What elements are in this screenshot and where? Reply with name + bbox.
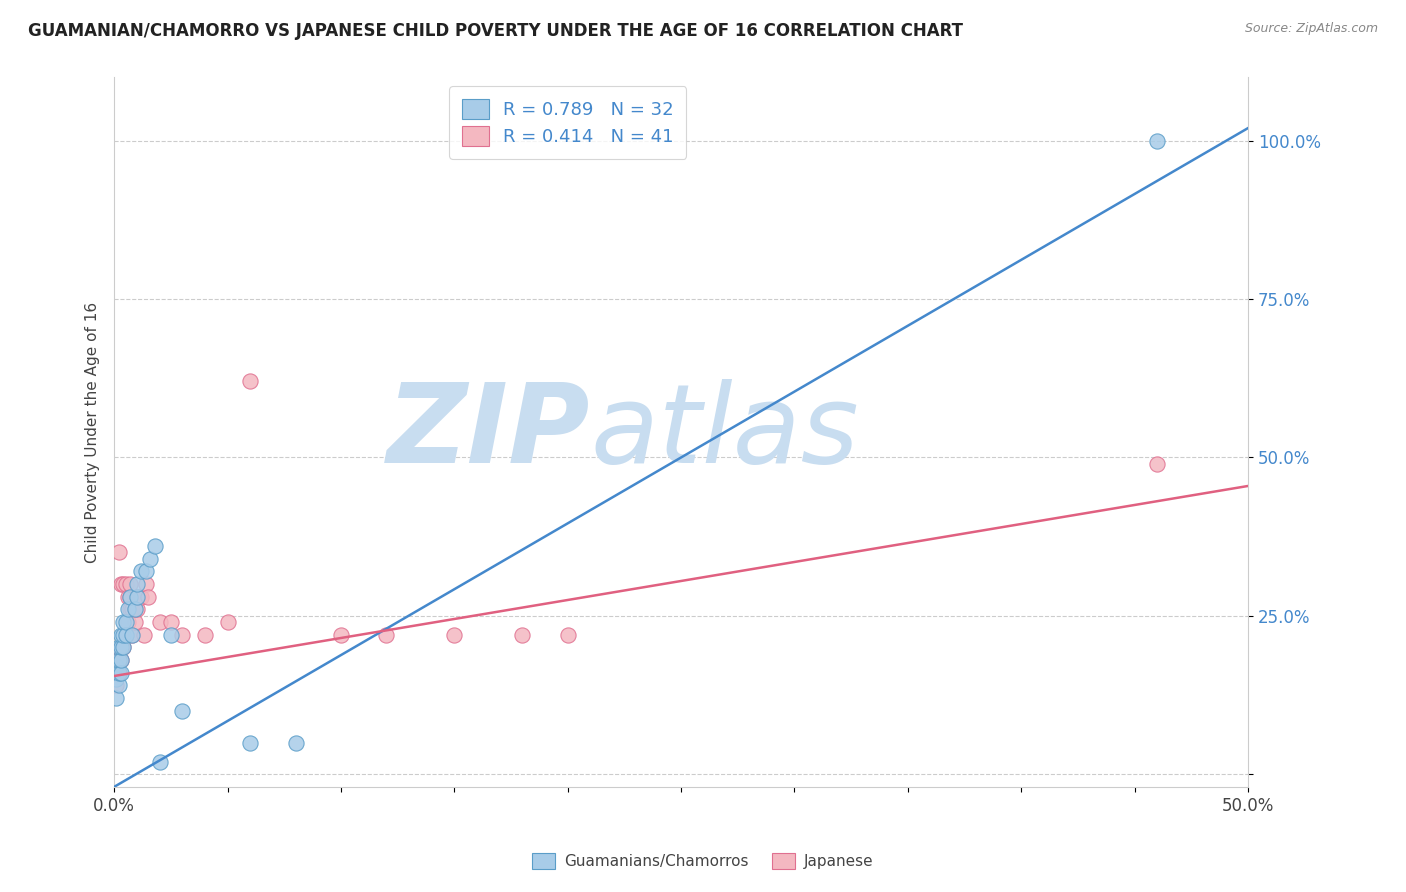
Legend: R = 0.789   N = 32, R = 0.414   N = 41: R = 0.789 N = 32, R = 0.414 N = 41 [449,87,686,159]
Point [107,640,129,655]
Point [121,628,143,642]
Point [112,628,135,642]
Point [125,602,148,616]
Point [120,577,142,591]
Point [194,628,217,642]
Point [105,659,128,673]
Point [117,590,139,604]
Text: ZIP: ZIP [387,378,591,485]
Point [125,577,148,591]
Point [112,640,135,655]
Point [120,590,142,604]
Point [114,628,136,642]
Y-axis label: Child Poverty Under the Age of 16: Child Poverty Under the Age of 16 [86,301,100,563]
Point [136,590,159,604]
Point [112,640,135,655]
Point [160,628,183,642]
Point [131,590,153,604]
Point [124,615,146,629]
Text: Source: ZipAtlas.com: Source: ZipAtlas.com [1244,22,1378,36]
Point [121,628,143,642]
Point [148,755,170,769]
Point [110,640,132,655]
Point [125,590,148,604]
Point [239,375,262,389]
Point [120,602,142,616]
Text: atlas: atlas [591,378,859,485]
Point [110,577,132,591]
Point [110,653,132,667]
Point [135,565,157,579]
Point [557,628,579,642]
Legend: Guamanians/Chamorros, Japanese: Guamanians/Chamorros, Japanese [526,847,880,875]
Point [329,628,352,642]
Point [110,653,132,667]
Point [120,590,142,604]
Point [375,628,398,642]
Point [105,665,128,680]
Point [217,615,239,629]
Point [110,628,132,642]
Point [114,615,136,629]
Point [107,665,129,680]
Point [105,691,128,706]
Point [143,539,166,553]
Point [105,653,128,667]
Point [125,590,148,604]
Point [512,628,534,642]
Point [132,628,155,642]
Point [105,672,128,686]
Point [107,665,129,680]
Point [1146,457,1168,471]
Point [107,653,129,667]
Point [117,615,139,629]
Point [239,735,262,749]
Point [112,577,135,591]
Point [284,735,307,749]
Point [172,628,194,642]
Point [160,615,183,629]
Point [121,602,143,616]
Point [114,628,136,642]
Point [124,602,146,616]
Point [107,678,129,692]
Point [139,551,162,566]
Point [107,545,129,559]
Point [112,615,135,629]
Point [1146,134,1168,148]
Point [114,577,136,591]
Point [135,577,157,591]
Point [110,640,132,655]
Point [443,628,465,642]
Text: GUAMANIAN/CHAMORRO VS JAPANESE CHILD POVERTY UNDER THE AGE OF 16 CORRELATION CHA: GUAMANIAN/CHAMORRO VS JAPANESE CHILD POV… [28,22,963,40]
Point [148,615,170,629]
Point [107,653,129,667]
Point [128,590,150,604]
Point [105,678,128,692]
Point [117,602,139,616]
Point [131,565,153,579]
Point [110,665,132,680]
Point [172,704,194,718]
Point [124,602,146,616]
